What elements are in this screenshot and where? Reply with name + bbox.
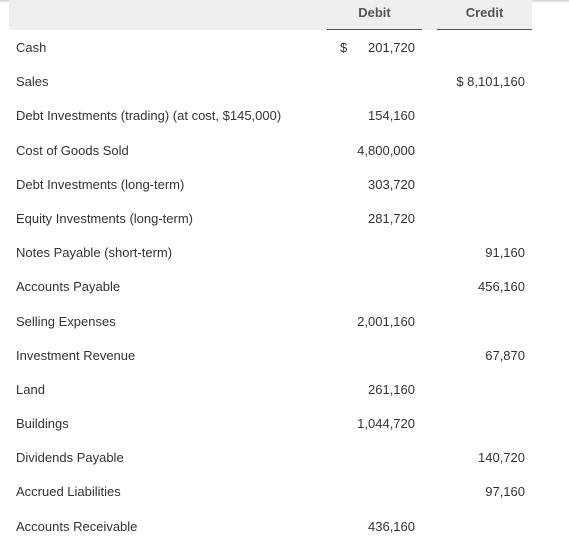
account-name: Debt Investments (trading) (at cost, $14… (16, 108, 282, 124)
table-row: Notes Payable (short-term) 91,160 (9, 235, 532, 269)
credit-amount: 140,720 (478, 450, 525, 466)
table-row: Accrued Liabilities 97,160 (9, 474, 532, 508)
account-name: Equity Investments (long-term) (16, 210, 194, 226)
table-row: Cost of Goods Sold 4,800,000 (9, 133, 532, 167)
account-name: Notes Payable (short-term) (16, 245, 173, 261)
debit-amount: 2,001,160 (357, 313, 415, 329)
debit-amount: 201,720 (368, 40, 415, 55)
table-row: Selling Expenses 2,001,160 (9, 304, 532, 338)
table-row: Dividends Payable 140,720 (9, 440, 532, 474)
debit-column-header: Debit (358, 5, 391, 20)
account-name: Buildings (16, 416, 69, 432)
account-name: Debt Investments (long-term) (16, 176, 185, 192)
account-name: Investment Revenue (16, 347, 136, 363)
account-name: Dividends Payable (16, 450, 124, 466)
credit-header-rule (437, 29, 532, 30)
table-row: Sales $ 8,101,160 (9, 64, 532, 98)
debit-amount: 261,160 (368, 381, 415, 397)
account-name: Accounts Receivable (16, 518, 138, 534)
table-row: Cash $201,720 (9, 30, 532, 64)
account-name: Selling Expenses (16, 313, 116, 329)
debit-amount: 4,800,000 (357, 142, 415, 158)
table-row: Accounts Receivable 436,160 (9, 509, 532, 543)
credit-amount: 67,870 (485, 347, 525, 363)
account-name: Cost of Goods Sold (16, 142, 129, 158)
credit-amount: 456,160 (478, 279, 525, 295)
account-name: Cash (16, 40, 47, 55)
table-row: Accounts Payable 456,160 (9, 269, 532, 303)
credit-amount: 91,160 (485, 245, 525, 261)
debit-amount: 154,160 (368, 108, 415, 124)
debit-amount: 436,160 (368, 518, 415, 534)
table-row: Investment Revenue 67,870 (9, 338, 532, 372)
table-row: Equity Investments (long-term) 281,720 (9, 201, 532, 235)
account-name: Land (16, 381, 45, 397)
account-name: Sales (16, 74, 49, 90)
table-row: Debt Investments (long-term) 303,720 (9, 167, 532, 201)
credit-amount: $ 8,101,160 (456, 74, 525, 90)
table-header: Debit Credit (9, 0, 532, 30)
credit-amount: 97,160 (485, 484, 525, 500)
debit-amount: 281,720 (368, 210, 415, 226)
account-name: Accrued Liabilities (16, 484, 121, 500)
currency-symbol: $ (340, 40, 348, 55)
table-row: Debt Investments (trading) (at cost, $14… (9, 98, 532, 132)
debit-amount: 1,044,720 (357, 416, 415, 432)
debit-amount: 303,720 (368, 176, 415, 192)
debit-header-rule (327, 29, 422, 30)
credit-column-header: Credit (465, 5, 504, 20)
trial-balance-table: Debit Credit Cash $201,720 Sales $ 8,101,16… (9, 0, 532, 543)
table-body: Cash $201,720 Sales $ 8,101,160 Debt Investm… (9, 30, 532, 543)
account-name: Accounts Payable (16, 279, 121, 295)
table-row: Land 261,160 (9, 372, 532, 406)
table-row: Buildings 1,044,720 (9, 406, 532, 440)
